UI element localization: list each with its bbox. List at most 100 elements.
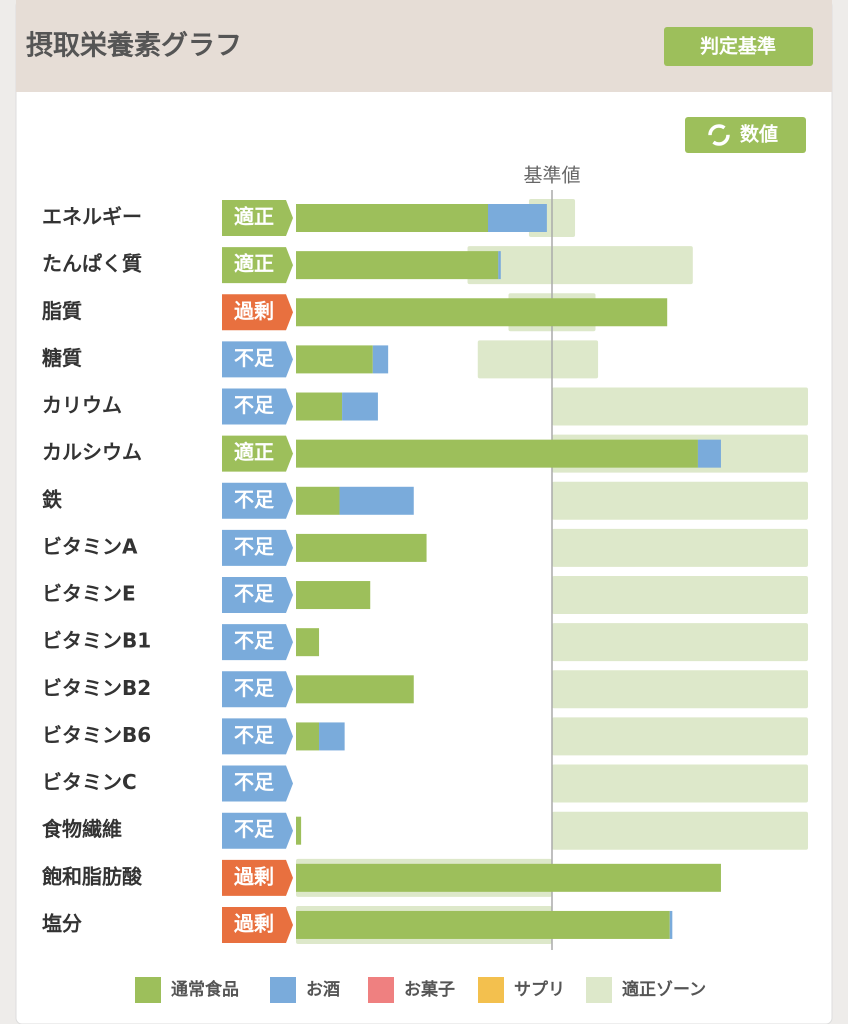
bar-segment xyxy=(296,816,302,845)
bar-segment xyxy=(296,298,668,327)
status-badge xyxy=(222,435,293,472)
bar-segment xyxy=(296,204,488,232)
zone xyxy=(467,246,693,285)
bar-segment xyxy=(669,910,673,939)
status-label: 不足 xyxy=(234,487,275,511)
category-label: カルシウム xyxy=(42,440,142,464)
bar-segment xyxy=(296,345,373,374)
legend-label: お酒 xyxy=(306,979,340,1000)
bar-segment xyxy=(296,251,499,280)
category-label: ビタミンA xyxy=(42,534,138,558)
legend-swatch xyxy=(478,977,504,1003)
category-label: ビタミンB1 xyxy=(42,629,151,653)
category-label: ビタミンE xyxy=(42,582,136,606)
status-badge xyxy=(222,200,293,236)
zone xyxy=(552,481,808,520)
category-label: ビタミンB2 xyxy=(42,676,151,700)
bar-segment xyxy=(296,392,343,421)
status-badge xyxy=(222,247,293,284)
status-badge xyxy=(222,529,293,566)
status-badge xyxy=(222,906,293,943)
category-label: 脂質 xyxy=(42,299,82,323)
bar-segment xyxy=(296,533,427,562)
status-label: 不足 xyxy=(234,534,275,558)
legend-swatch xyxy=(368,977,394,1003)
bar-segment xyxy=(296,910,670,939)
bar-segment xyxy=(342,392,378,421)
status-label: 不足 xyxy=(234,723,275,747)
category-label: ビタミンC xyxy=(42,770,137,794)
bar-segment xyxy=(372,345,389,374)
category-label: 塩分 xyxy=(42,911,82,935)
legend-label: お菓子 xyxy=(404,980,455,1000)
category-label: 鉄 xyxy=(42,487,62,511)
zone xyxy=(552,576,808,615)
status-label: 適正 xyxy=(234,205,274,229)
status-label: 不足 xyxy=(234,393,275,417)
bar-segment xyxy=(296,581,371,610)
status-badge xyxy=(222,294,293,331)
status-badge xyxy=(222,671,293,708)
status-label: 不足 xyxy=(234,346,275,370)
status-badge xyxy=(222,718,293,755)
bar-segment xyxy=(488,204,547,232)
zone xyxy=(552,717,808,756)
bar-segment xyxy=(296,486,340,515)
criteria-button-label[interactable]: 判定基準 xyxy=(700,35,776,58)
category-label: たんぱく質 xyxy=(42,252,142,276)
category-label: エネルギー xyxy=(42,205,142,229)
bar-segment xyxy=(498,251,501,280)
bar-segment xyxy=(296,722,320,751)
category-label: 飽和脂肪酸 xyxy=(42,864,143,888)
status-label: 不足 xyxy=(234,770,275,794)
status-label: 適正 xyxy=(234,440,274,464)
bar-segment xyxy=(296,439,698,468)
title: 摂取栄養素グラフ xyxy=(26,30,242,62)
bar-segment xyxy=(296,628,320,657)
value-button-label[interactable]: 数値 xyxy=(740,123,778,146)
status-badge xyxy=(222,482,293,519)
zone xyxy=(552,764,808,803)
legend-swatch xyxy=(135,977,161,1003)
criteria-button[interactable] xyxy=(664,27,813,66)
legend-label: サプリ xyxy=(514,979,565,1000)
legend-label: 通常食品 xyxy=(171,979,239,1000)
status-badge xyxy=(222,341,293,378)
refresh-icon[interactable] xyxy=(708,124,730,146)
category-label: カリウム xyxy=(42,393,122,417)
bar-segment xyxy=(319,722,345,751)
bar-segment xyxy=(697,439,721,468)
zone xyxy=(552,387,808,426)
bar-segment xyxy=(296,863,721,892)
status-badge xyxy=(222,812,293,849)
status-badge xyxy=(222,388,293,425)
status-label: 不足 xyxy=(234,817,275,841)
status-label: 過剰 xyxy=(234,911,274,935)
status-label: 不足 xyxy=(234,582,275,606)
reference-label: 基準値 xyxy=(523,165,580,187)
status-label: 過剰 xyxy=(234,864,274,888)
legend-label: 適正ゾーン xyxy=(622,979,706,1000)
status-badge xyxy=(222,577,293,614)
status-badge xyxy=(222,765,293,802)
zone xyxy=(552,528,808,567)
status-badge xyxy=(222,624,293,661)
zone xyxy=(552,811,808,850)
bar-segment xyxy=(296,675,414,704)
zone xyxy=(477,340,599,379)
status-label: 適正 xyxy=(234,252,274,276)
status-label: 過剰 xyxy=(234,299,274,323)
status-label: 不足 xyxy=(234,629,275,653)
legend-swatch xyxy=(586,977,612,1003)
status-badge xyxy=(222,859,293,896)
bar-segment xyxy=(339,486,414,515)
zone xyxy=(552,670,808,709)
status-label: 不足 xyxy=(234,676,275,700)
category-label: ビタミンB6 xyxy=(42,723,151,747)
legend-swatch xyxy=(270,977,296,1003)
zone xyxy=(552,623,808,662)
category-label: 食物繊維 xyxy=(42,817,122,841)
category-label: 糖質 xyxy=(42,346,82,370)
